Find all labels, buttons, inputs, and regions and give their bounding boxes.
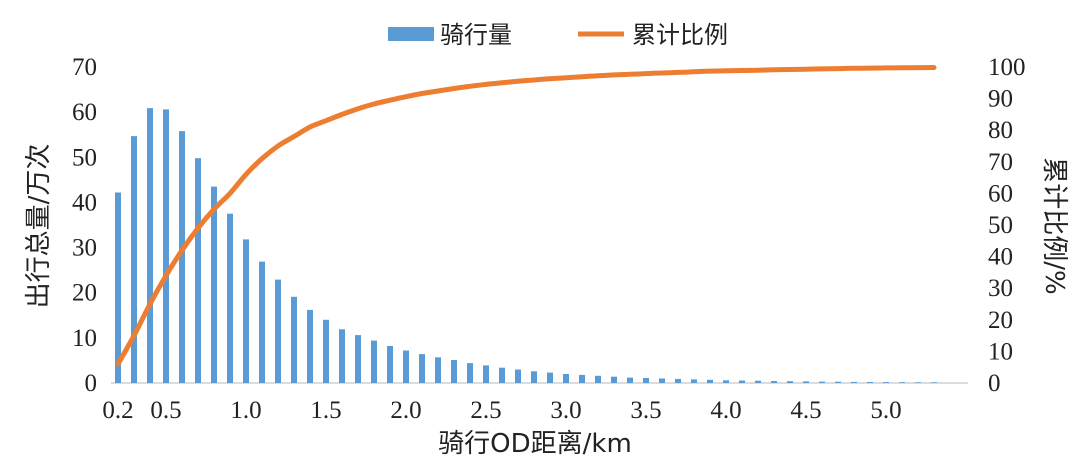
- bar: [867, 382, 873, 383]
- bar: [851, 381, 857, 383]
- y-right-tick-label: 80: [988, 117, 1013, 144]
- x-tick-label: 1.0: [230, 397, 261, 424]
- x-tick-label: 2.0: [390, 397, 421, 424]
- y-right-tick-label: 30: [988, 275, 1013, 302]
- bar: [675, 378, 681, 383]
- bar-series: [115, 108, 937, 384]
- tick-labels: 0.2 0.5 1.0 1.5 2.0 2.5 3.0 3.5 4.0 4.5 5.0 0 10 20 30…: [72, 54, 1026, 424]
- y-left-tick-label: 0: [85, 370, 98, 397]
- bar: [899, 382, 905, 383]
- y-left-tick-label: 10: [72, 325, 97, 352]
- bar: [595, 375, 601, 383]
- bar: [307, 309, 313, 383]
- bar: [579, 374, 585, 383]
- bar: [691, 379, 697, 383]
- bar: [259, 261, 265, 383]
- x-tick-label: 3.0: [550, 397, 581, 424]
- bar: [403, 350, 409, 383]
- cumulative-line: [115, 65, 937, 367]
- y-right-tick-label: 0: [988, 370, 1001, 397]
- bar: [547, 372, 553, 383]
- y-left-tick-label: 20: [72, 280, 97, 307]
- x-tick-label: 0.5: [150, 397, 181, 424]
- bar: [819, 381, 825, 383]
- legend: 骑行量 累计比例: [388, 21, 728, 49]
- bar: [659, 378, 665, 383]
- bar: [467, 363, 473, 383]
- bar: [419, 354, 425, 383]
- y-right-tick-label: 10: [988, 338, 1013, 365]
- y-right-tick-label: 70: [988, 149, 1013, 176]
- bar: [723, 380, 729, 383]
- x-tick-label: 4.5: [790, 397, 821, 424]
- bar: [515, 369, 521, 383]
- bar: [483, 365, 489, 383]
- y-right-tick-label: 100: [988, 54, 1026, 81]
- x-tick-label: 2.5: [470, 397, 501, 424]
- legend-swatch-bars: [388, 27, 434, 41]
- y-right-tick-label: 60: [988, 180, 1013, 207]
- bar: [931, 382, 937, 383]
- bar: [451, 360, 457, 383]
- bar: [115, 192, 121, 383]
- y-left-tick-label: 30: [72, 235, 97, 262]
- bar: [291, 296, 297, 383]
- y-left-tick-label: 60: [72, 99, 97, 126]
- bar: [531, 371, 537, 383]
- bar: [435, 357, 441, 383]
- legend-label-line: 累计比例: [632, 21, 728, 49]
- y-right-tick-label: 50: [988, 212, 1013, 239]
- x-tick-label: 5.0: [870, 397, 901, 424]
- bar: [163, 109, 169, 384]
- line-series-group: [115, 65, 937, 367]
- y-left-tick-label: 40: [72, 189, 97, 216]
- bar: [563, 374, 569, 383]
- bar: [643, 378, 649, 383]
- y-right-tick-label: 90: [988, 86, 1013, 113]
- bar: [803, 381, 809, 383]
- bar: [755, 380, 761, 383]
- bar: [787, 381, 793, 383]
- y-axis-title-left: 出行总量/万次: [24, 144, 54, 309]
- bar: [131, 136, 137, 383]
- bar: [707, 379, 713, 383]
- x-tick-label: 4.0: [710, 397, 741, 424]
- bar: [771, 381, 777, 383]
- y-right-tick-label: 40: [988, 244, 1013, 271]
- bar: [387, 346, 393, 383]
- x-tick-label: 3.5: [630, 397, 661, 424]
- bar: [611, 376, 617, 383]
- bar: [323, 319, 329, 383]
- x-axis-title: 骑行OD距离/km: [438, 429, 632, 459]
- x-tick-label: 0.2: [102, 397, 133, 424]
- y-left-tick-label: 50: [72, 144, 97, 171]
- y-left-tick-label: 70: [72, 54, 97, 81]
- y-axis-title-right: 累计比例/%: [1039, 157, 1069, 294]
- bar: [835, 381, 841, 383]
- y-right-tick-label: 20: [988, 307, 1013, 334]
- bar: [915, 382, 921, 383]
- bar: [227, 213, 233, 383]
- bar: [883, 382, 889, 383]
- bar: [147, 108, 153, 383]
- bar: [195, 158, 201, 383]
- legend-label-bars: 骑行量: [440, 21, 512, 49]
- bar: [499, 367, 505, 383]
- bar: [739, 380, 745, 383]
- bar: [355, 335, 361, 383]
- bar: [275, 279, 281, 383]
- bar: [211, 186, 217, 383]
- bar: [627, 377, 633, 383]
- bar: [179, 131, 185, 383]
- bar: [339, 329, 345, 383]
- bar: [371, 340, 377, 383]
- x-tick-label: 1.5: [310, 397, 341, 424]
- bar: [243, 239, 249, 383]
